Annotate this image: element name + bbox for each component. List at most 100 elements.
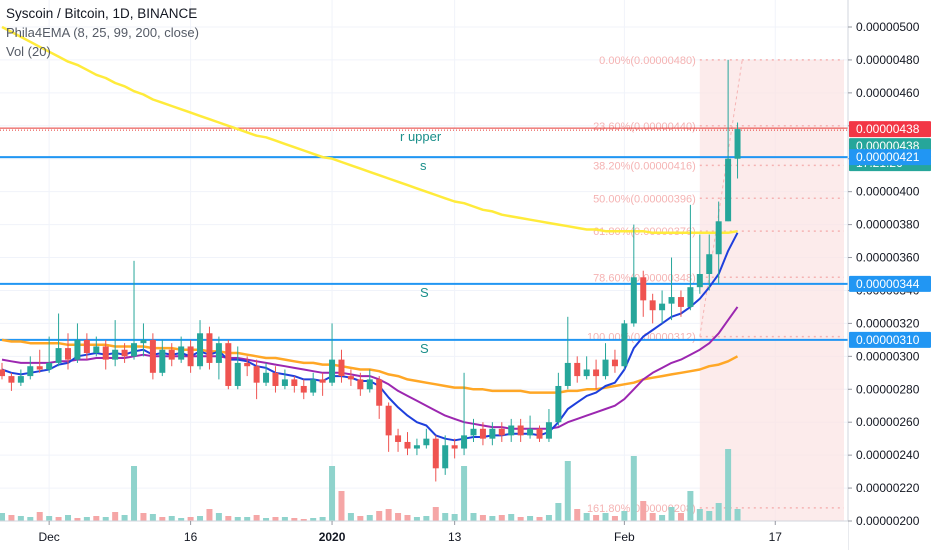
price-tag-label: 0.00000344	[856, 277, 920, 291]
candle-body	[55, 348, 62, 363]
price-axis[interactable]: 0.000005000.000004800.000004600.00000440…	[847, 0, 932, 550]
time-tick-label: 17	[769, 530, 783, 544]
time-axis[interactable]: Dec 16 2020 13 Feb 17	[0, 520, 848, 550]
candle-body	[376, 379, 383, 406]
time-tick-label: Feb	[614, 530, 635, 544]
volume-bar	[17, 516, 24, 521]
volume-bar	[395, 513, 402, 521]
candle-body	[102, 346, 109, 360]
candle-body	[659, 303, 666, 311]
volume-bar	[55, 517, 62, 521]
candle-body	[206, 333, 213, 363]
candle-body	[687, 287, 694, 307]
volume-label[interactable]: Vol (20)	[6, 44, 51, 59]
volume-bar	[112, 512, 119, 521]
level-label: S	[420, 285, 429, 300]
candle-body	[395, 435, 402, 442]
candle-body	[536, 428, 543, 439]
candle-body	[517, 425, 524, 436]
volume-bar	[310, 518, 317, 521]
volume-bar	[149, 514, 156, 521]
fib-level-label: 38.20%(0.00000416)	[593, 160, 696, 172]
volume-bar	[621, 511, 628, 521]
volume-bar	[319, 517, 326, 521]
candle-body	[65, 348, 72, 360]
level-label: s	[420, 158, 427, 173]
volume-bar	[630, 456, 637, 521]
fib-trend-line	[699, 59, 743, 337]
volume-bar	[244, 517, 251, 521]
volume-bar	[432, 507, 439, 521]
volume-bar	[677, 513, 684, 521]
volume-bar	[178, 518, 185, 521]
candle-body	[121, 349, 128, 357]
candlesticks[interactable]	[0, 59, 741, 482]
volume-bar	[385, 509, 392, 521]
price-tick-label: 0.00000300	[856, 349, 920, 363]
price-tick-label: 0.00000320	[856, 316, 920, 330]
volume-bar	[687, 491, 694, 521]
candle-body	[423, 438, 430, 446]
candle-body	[131, 343, 138, 357]
symbol-title[interactable]: Syscoin / Bitcoin, 1D, BINANCE	[6, 6, 198, 21]
volume-bar	[734, 509, 741, 521]
volume-bar	[329, 466, 336, 521]
indicator-label[interactable]: Phila4EMA (8, 25, 99, 200, close)	[6, 25, 199, 40]
volume-bar	[121, 515, 128, 521]
time-tick-label: Dec	[38, 530, 59, 544]
fibonacci-retracement[interactable]: 0.00%(0.00000480) 23.60%(0.00000440) 38.20…	[587, 55, 844, 521]
candle-body	[300, 385, 307, 393]
price-tick-label: 0.00000360	[856, 251, 920, 265]
time-tick-label: 2020	[319, 530, 346, 544]
volume-bar	[649, 513, 656, 521]
level-label: r upper	[400, 129, 442, 144]
candle-body	[187, 346, 194, 367]
price-tag-label: 0.00000421	[856, 150, 920, 164]
volume-bar	[140, 513, 147, 521]
volume-bar	[281, 517, 288, 521]
candle-body	[74, 339, 81, 360]
volume-bar	[564, 461, 571, 521]
volume-bar	[187, 517, 194, 521]
candle-body	[611, 359, 618, 367]
volume-bar	[451, 514, 458, 521]
price-tag-bg	[849, 149, 931, 166]
volume-bar	[668, 507, 675, 521]
candle-body	[564, 362, 571, 386]
volume-bar	[74, 518, 81, 521]
volume-bar	[102, 517, 109, 521]
volume-bar	[291, 518, 298, 521]
price-tick-label: 0.00000240	[856, 448, 920, 462]
candle-body	[715, 221, 722, 255]
candle-body	[489, 428, 496, 439]
volume-bar	[131, 466, 138, 521]
candle-body	[640, 277, 647, 301]
volume-bar	[527, 516, 534, 521]
candle-body	[281, 379, 288, 386]
price-tag[interactable]: 0.00000438	[849, 121, 931, 138]
price-tag[interactable]: 0.00000344	[849, 275, 931, 292]
volume-bar	[36, 512, 43, 521]
candle-body	[234, 362, 241, 386]
volume-bar	[206, 509, 213, 521]
volume-bar	[555, 503, 562, 521]
price-tick-label: 0.00000380	[856, 218, 920, 232]
volume-bar	[376, 511, 383, 521]
candle-body	[734, 129, 741, 159]
volume-bar	[65, 515, 72, 521]
price-tag-bg	[849, 121, 931, 138]
candle-body	[668, 297, 675, 304]
candle-body	[621, 323, 628, 367]
candle-body	[149, 339, 156, 373]
price-tag[interactable]: 0.00000310	[849, 331, 931, 348]
candle-body	[140, 339, 147, 344]
time-tick-label: 16	[184, 530, 198, 544]
candle-body	[413, 445, 420, 449]
candle-body	[630, 277, 637, 324]
price-tick-label: 0.00000280	[856, 382, 920, 396]
horizontal-levels[interactable]: r upper s S S	[0, 127, 848, 356]
candle-body	[461, 435, 468, 449]
price-tag[interactable]: 0.00000421	[849, 149, 931, 166]
candle-body	[385, 405, 392, 436]
